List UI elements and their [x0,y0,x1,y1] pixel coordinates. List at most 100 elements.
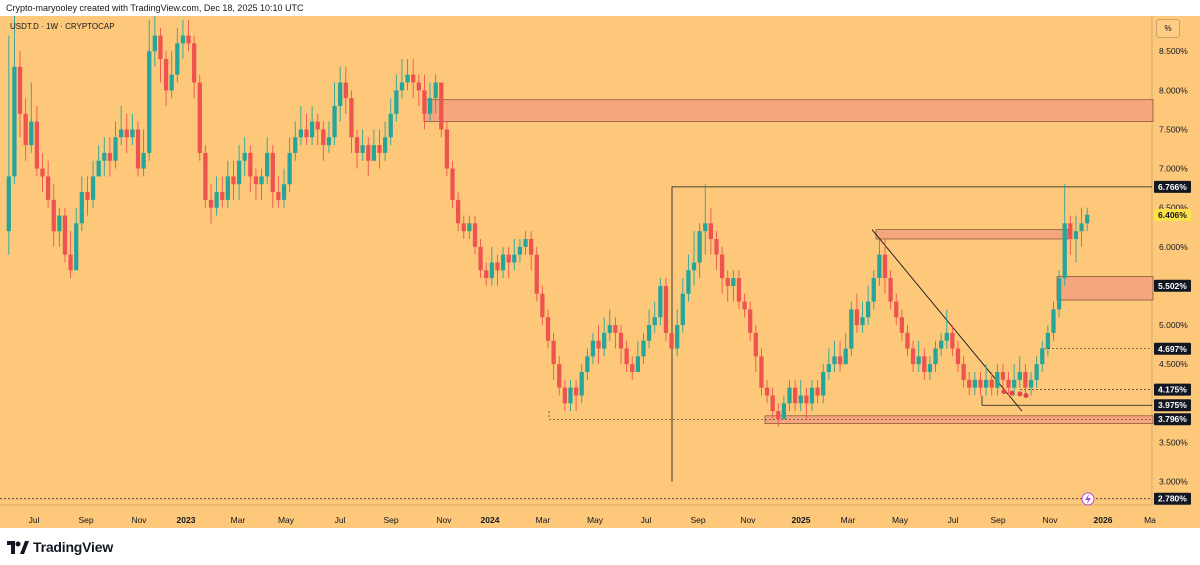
candle-up [360,145,365,153]
candle-up [916,356,921,365]
candle-down [231,176,236,185]
price-label-box [1154,279,1191,292]
candle-up [512,254,517,263]
candle-down [551,340,556,365]
candle-up [1062,223,1067,279]
y-tick-label: 6.000% [1159,242,1188,252]
low-marker [1001,389,1007,395]
candle-down [208,199,214,208]
candle-up [119,129,124,138]
price-label-text: 3.975% [1158,400,1187,410]
y-tick-label: 6.500% [1159,203,1188,213]
candle-down [495,262,500,271]
candle-up [860,317,865,326]
y-tick-label: 3.000% [1159,477,1188,487]
candle-down [753,332,758,357]
candle-up [798,395,803,404]
candle-up [281,184,287,200]
price-label-text: 4.697% [1158,344,1187,354]
price-label-box [1154,399,1191,412]
candle-up [832,356,837,365]
price-label-text: 6.766% [1158,182,1187,192]
chart-panel[interactable]: 8.500% 8.000% 7.500% 7.000% 6.500% 6.000% 5.00… [0,16,1200,528]
candle-down [742,301,747,310]
supply-demand-zone [423,99,1154,123]
candle-down [630,364,635,372]
candle-down [186,35,191,44]
candle-down [714,238,719,255]
candle-down [759,356,764,388]
x-tick-label: Ma [1144,515,1156,525]
candle-up [427,98,433,114]
x-tick-label: 2026 [1094,515,1113,525]
candle-up [579,371,584,396]
candle-up [79,192,84,224]
candle-down [85,192,90,200]
x-tick-label: Sep [383,515,398,525]
candle-up [259,176,264,185]
low-marker [1023,392,1029,398]
candle-down [540,293,545,318]
supply-demand-zone [764,415,1154,425]
x-tick-label: 2023 [177,515,196,525]
header-bar: Crypto-maryooley created with TradingVie… [0,0,1200,16]
candle-up [568,387,573,404]
candle-down [910,348,916,365]
supply-demand-zone [1056,276,1154,301]
candle-up [675,325,680,349]
y-tick-label: 3.500% [1159,437,1188,447]
x-tick-label: May [278,515,295,525]
candle-down [158,35,163,60]
candle-up [169,74,174,91]
candle-up [641,340,646,357]
candle-down [23,113,28,146]
candle-up [995,371,1000,388]
x-tick-label: Jul [29,515,40,525]
x-tick-label: May [587,515,604,525]
y-tick-label: 8.000% [1159,85,1188,95]
x-tick-label: 2024 [481,515,500,525]
candle-up [96,160,101,177]
candle-up [57,215,62,232]
price-label-text: 5.502% [1158,281,1187,291]
candle-up [113,137,118,161]
percent-scale-button[interactable]: % [1156,19,1180,38]
candle-down [562,387,567,404]
candle-up [517,246,523,255]
candle-up [877,254,882,279]
tradingview-logo[interactable]: TradingView [7,539,113,555]
candle-down [529,238,534,255]
candle-down [1068,223,1073,239]
candle-down [62,215,68,255]
candle-down [456,199,461,224]
candle-up [602,332,607,349]
price-label-box [1154,180,1191,193]
candle-up [326,137,332,146]
candle-down [967,379,972,388]
price-label-text: 4.175% [1158,385,1187,395]
candle-down [439,82,444,130]
candle-down [248,152,253,177]
supply-demand-zone [875,229,1069,240]
candle-down [444,129,450,169]
price-label-text: 2.780% [1158,494,1187,504]
candle-down [545,317,551,341]
candle-down [1006,379,1011,388]
candle-up [152,35,157,52]
candle-up [147,51,152,153]
candle-up [680,293,685,326]
price-chart[interactable]: 8.500% 8.000% 7.500% 7.000% 6.500% 6.000% 5.00… [0,16,1200,528]
candle-up [843,348,848,365]
candle-down [624,348,629,365]
candle-down [422,90,427,114]
candle-up [433,82,438,99]
candle-down [203,152,208,200]
candle-down [669,332,674,349]
candle-up [90,176,96,200]
y-tick-label: 4.500% [1159,359,1188,369]
candle-up [298,129,304,138]
candle-down [343,82,348,99]
candle-down [506,254,511,263]
candle-down [748,309,753,333]
candle-down [573,387,579,396]
